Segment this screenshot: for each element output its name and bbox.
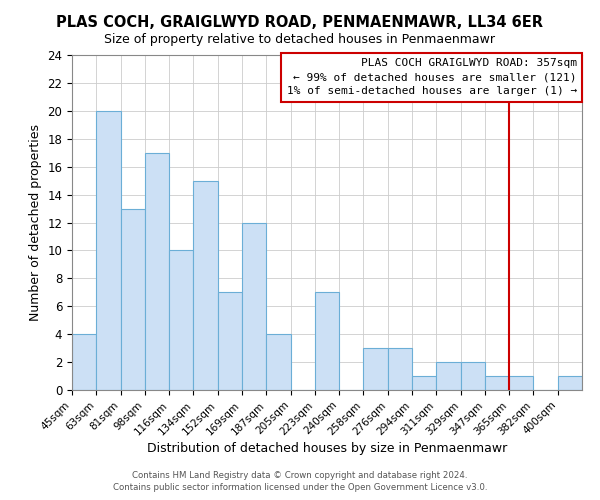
Bar: [193, 180, 218, 390]
Bar: [169, 250, 193, 390]
Bar: [72, 334, 96, 390]
Bar: [558, 376, 582, 390]
X-axis label: Distribution of detached houses by size in Penmaenmawr: Distribution of detached houses by size …: [147, 442, 507, 455]
Bar: [266, 334, 290, 390]
Bar: [388, 348, 412, 390]
Text: PLAS COCH, GRAIGLWYD ROAD, PENMAENMAWR, LL34 6ER: PLAS COCH, GRAIGLWYD ROAD, PENMAENMAWR, …: [56, 15, 544, 30]
Bar: [315, 292, 339, 390]
Bar: [412, 376, 436, 390]
Bar: [121, 208, 145, 390]
Bar: [242, 222, 266, 390]
Bar: [485, 376, 509, 390]
Text: Contains HM Land Registry data © Crown copyright and database right 2024.
Contai: Contains HM Land Registry data © Crown c…: [113, 471, 487, 492]
Bar: [96, 111, 121, 390]
Bar: [364, 348, 388, 390]
Y-axis label: Number of detached properties: Number of detached properties: [29, 124, 42, 321]
Bar: [145, 152, 169, 390]
Bar: [461, 362, 485, 390]
Text: Size of property relative to detached houses in Penmaenmawr: Size of property relative to detached ho…: [104, 32, 496, 46]
Bar: [436, 362, 461, 390]
Bar: [509, 376, 533, 390]
Text: PLAS COCH GRAIGLWYD ROAD: 357sqm
← 99% of detached houses are smaller (121)
1% o: PLAS COCH GRAIGLWYD ROAD: 357sqm ← 99% o…: [287, 58, 577, 96]
Bar: [218, 292, 242, 390]
